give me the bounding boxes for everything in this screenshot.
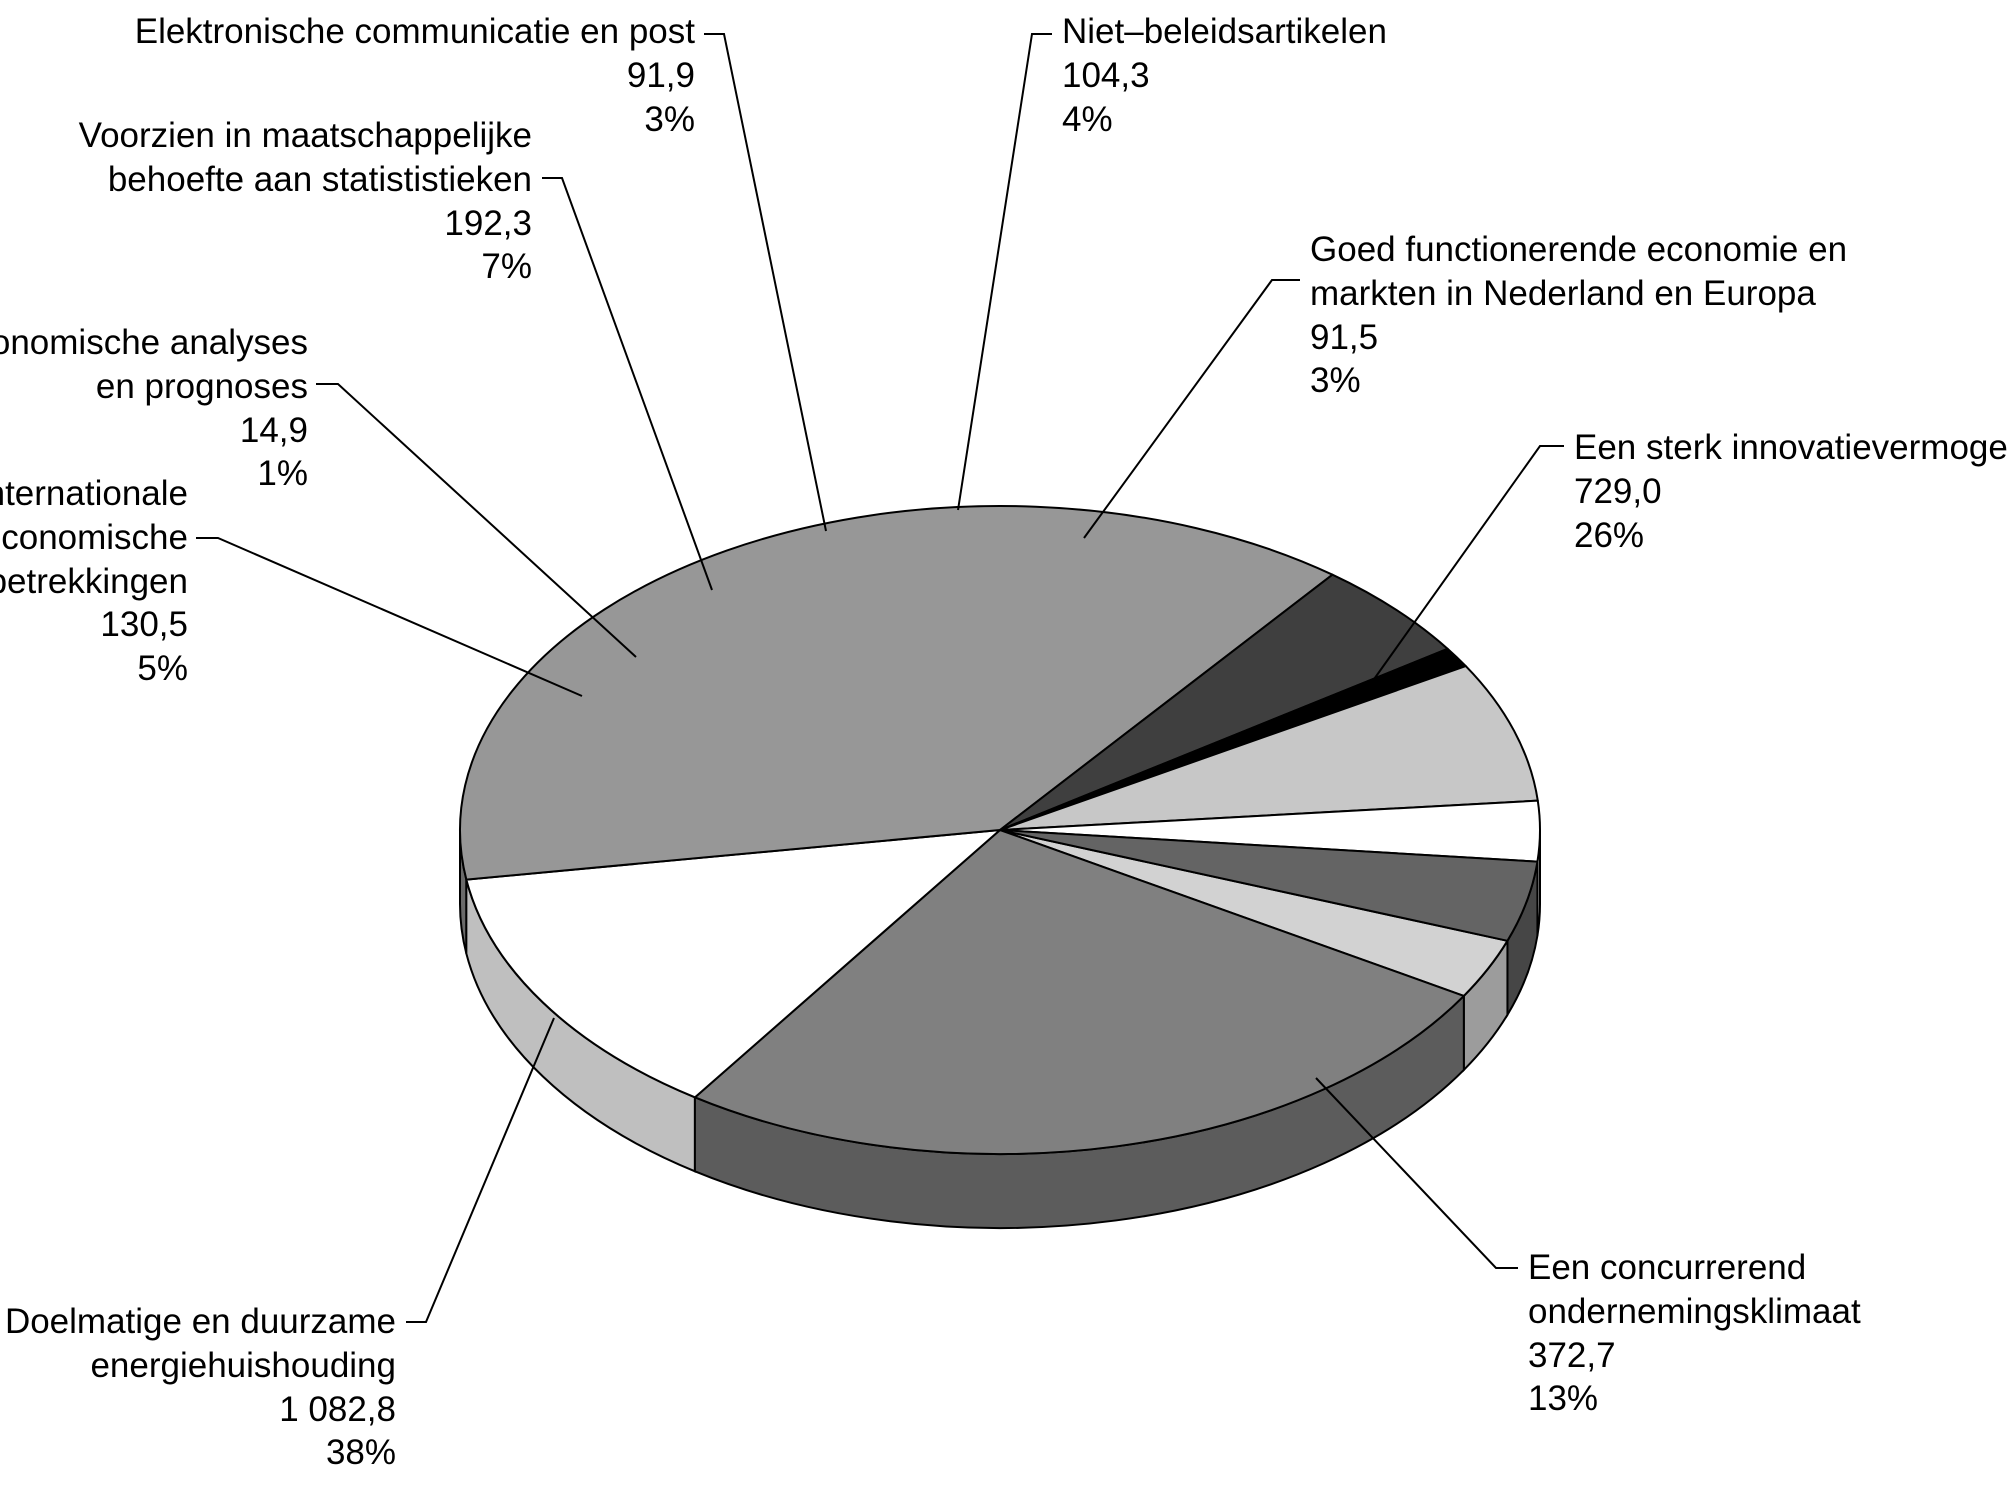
slice-label-value: 372,7: [1528, 1334, 1861, 1378]
slice-label: Een concurrerend ondernemingsklimaat372,…: [1528, 1246, 1861, 1421]
slice-label-percent: 1%: [0, 452, 308, 496]
slice-label-percent: 3%: [1310, 359, 1847, 403]
slice-label: Goed functionerende economie en markten …: [1310, 228, 1847, 403]
leader-line: [1084, 280, 1300, 538]
slice-label-percent: 3%: [135, 98, 695, 142]
slice-label-percent: 5%: [0, 647, 188, 691]
slice-label-value: 104,3: [1062, 54, 1387, 98]
slice-label-name: Economische analyses en prognoses: [0, 321, 308, 409]
leader-line: [316, 384, 636, 657]
slice-label: Niet–beleidsartikelen104,34%: [1062, 10, 1387, 141]
slice-label-value: 130,5: [0, 603, 188, 647]
leader-line: [196, 538, 582, 696]
slice-label-value: 729,0: [1574, 470, 2008, 514]
slice-label-name: Doelmatige en duurzame energiehuishoudin…: [5, 1300, 396, 1388]
leader-line: [542, 178, 712, 590]
slice-label-percent: 13%: [1528, 1377, 1861, 1421]
slice-label: Elektronische communicatie en post91,93%: [135, 10, 695, 141]
slice-label-name: Goed functionerende economie en markten …: [1310, 228, 1847, 316]
pie-chart-3d: Goed functionerende economie en markten …: [0, 0, 2008, 1488]
slice-label: Een sterk innovatievermogen729,026%: [1574, 426, 2008, 557]
slice-label-percent: 4%: [1062, 98, 1387, 142]
slice-label: Doelmatige en duurzame energiehuishoudin…: [5, 1300, 396, 1475]
slice-label-name: Een concurrerend ondernemingsklimaat: [1528, 1246, 1861, 1334]
slice-label-name: Een sterk innovatievermogen: [1574, 426, 2008, 470]
slice-label-name: Niet–beleidsartikelen: [1062, 10, 1387, 54]
slice-label-percent: 26%: [1574, 514, 2008, 558]
slice-label-value: 91,9: [135, 54, 695, 98]
leader-line: [958, 34, 1052, 510]
slice-label: Economische analyses en prognoses14,91%: [0, 321, 308, 496]
leader-line: [704, 34, 826, 531]
slice-label-percent: 7%: [79, 245, 532, 289]
slice-label: Internationale economische betrekkingen1…: [0, 472, 188, 691]
slice-label-name: Elektronische communicatie en post: [135, 10, 695, 54]
slice-label-value: 1 082,8: [5, 1388, 396, 1432]
slice-label-value: 192,3: [79, 202, 532, 246]
slice-label-value: 14,9: [0, 409, 308, 453]
slice-label-value: 91,5: [1310, 316, 1847, 360]
slice-label-percent: 38%: [5, 1431, 396, 1475]
